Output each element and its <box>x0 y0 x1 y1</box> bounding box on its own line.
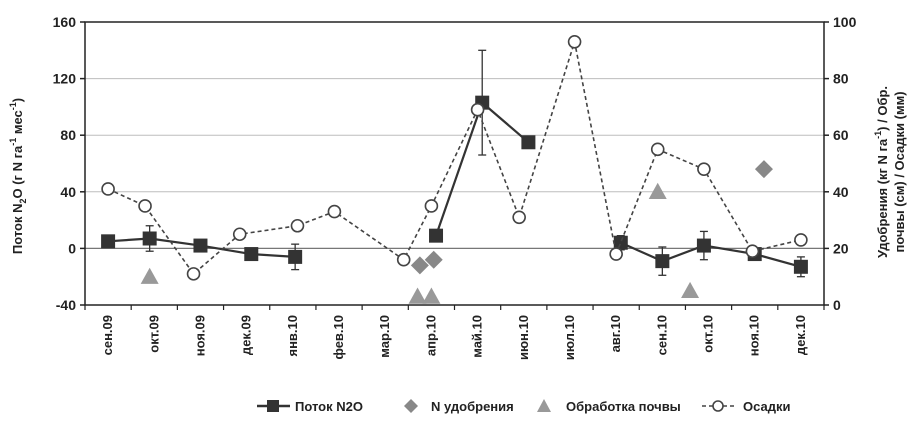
legend: Поток N2O N удобрения Обработка почвы Ос… <box>257 399 790 414</box>
flux-point <box>101 234 115 248</box>
y-right-axis-title-line2: почвы (см) / Осадки (мм) <box>892 91 907 252</box>
precip-point <box>398 254 410 266</box>
precip-point <box>513 211 525 223</box>
flux-point <box>697 239 711 253</box>
legend-fertilizer-label: N удобрения <box>431 399 514 414</box>
precip-point <box>652 143 664 155</box>
x-tick-label: дек.10 <box>793 315 808 355</box>
tillage-point <box>681 282 699 298</box>
plot-frame <box>85 22 824 305</box>
axes-layer <box>80 22 829 310</box>
y-right-tick-label: 20 <box>833 240 849 256</box>
y-right-tick-label: 0 <box>833 297 841 313</box>
flux-point <box>655 254 669 268</box>
x-tick-label: окт.09 <box>146 315 161 353</box>
flux-point <box>794 260 808 274</box>
x-tick-label: сен.09 <box>100 315 115 355</box>
precip-point <box>188 268 200 280</box>
x-tick-label: июл.10 <box>562 315 577 360</box>
flux-point <box>521 135 535 149</box>
x-tick-label: сен.10 <box>654 315 669 355</box>
flux-point <box>288 250 302 264</box>
legend-precip-marker <box>713 401 723 411</box>
x-tick-label: июн.10 <box>516 315 531 360</box>
x-tick-label: апр.10 <box>423 315 438 356</box>
legend-tillage-label: Обработка почвы <box>566 399 681 414</box>
legend-item-tillage: Обработка почвы <box>537 399 681 414</box>
flux-point <box>429 229 443 243</box>
y-left-tick-label: 120 <box>53 71 77 87</box>
series-layer <box>101 36 808 304</box>
y-left-tick-label: 80 <box>60 127 76 143</box>
x-tick-label: янв.10 <box>285 315 300 357</box>
precip-point <box>795 234 807 246</box>
flux-point <box>143 231 157 245</box>
flux-point <box>193 239 207 253</box>
precip-point <box>291 220 303 232</box>
precip-point <box>698 163 710 175</box>
precip-point <box>569 36 581 48</box>
y-left-tick-label: -40 <box>56 297 76 313</box>
grid-layer <box>85 22 824 248</box>
flux-point <box>244 247 258 261</box>
legend-item-flux: Поток N2O <box>257 399 363 414</box>
legend-flux-label: Поток N2O <box>295 399 363 414</box>
x-tick-label: май.10 <box>470 315 485 358</box>
tillage-point <box>422 288 440 304</box>
y-left-axis-title: Поток N2O (г N га-1 мес-1) <box>8 98 28 254</box>
y-left-tick-label: 160 <box>53 14 77 30</box>
x-tick-label: мар.10 <box>377 315 392 358</box>
precip-point <box>425 200 437 212</box>
precip-point <box>610 248 622 260</box>
y-right-tick-label: 100 <box>833 14 857 30</box>
y-right-tick-label: 60 <box>833 127 849 143</box>
y-right-tick-label: 80 <box>833 71 849 87</box>
x-tick-label: фев.10 <box>331 315 346 360</box>
y-right-tick-label: 40 <box>833 184 849 200</box>
legend-flux-marker <box>267 400 279 412</box>
precip-point <box>746 245 758 257</box>
precip-point <box>102 183 114 195</box>
x-tick-label: авг.10 <box>608 315 623 352</box>
y-left-tick-label: 40 <box>60 184 76 200</box>
precip-point <box>472 104 484 116</box>
precip-point <box>328 206 340 218</box>
tillage-point <box>141 268 159 284</box>
x-tick-label: дек.09 <box>239 315 254 355</box>
precip-point <box>234 228 246 240</box>
x-tick-label: окт.10 <box>701 315 716 353</box>
fertilizer-point <box>755 160 773 178</box>
y-left-tick-label: 0 <box>68 240 76 256</box>
y-right-axis-title-line1: Удобрения (кг N га-1) / Обр. <box>873 86 890 258</box>
legend-fertilizer-marker <box>404 399 418 413</box>
tillage-point <box>649 183 667 199</box>
x-tick-label: ноя.10 <box>747 315 762 356</box>
legend-tillage-marker <box>537 399 551 412</box>
x-tick-label: ноя.09 <box>192 315 207 356</box>
precip-point <box>139 200 151 212</box>
legend-item-fertilizer: N удобрения <box>404 399 514 414</box>
legend-item-precip: Осадки <box>702 399 790 414</box>
legend-precip-label: Осадки <box>743 399 790 414</box>
